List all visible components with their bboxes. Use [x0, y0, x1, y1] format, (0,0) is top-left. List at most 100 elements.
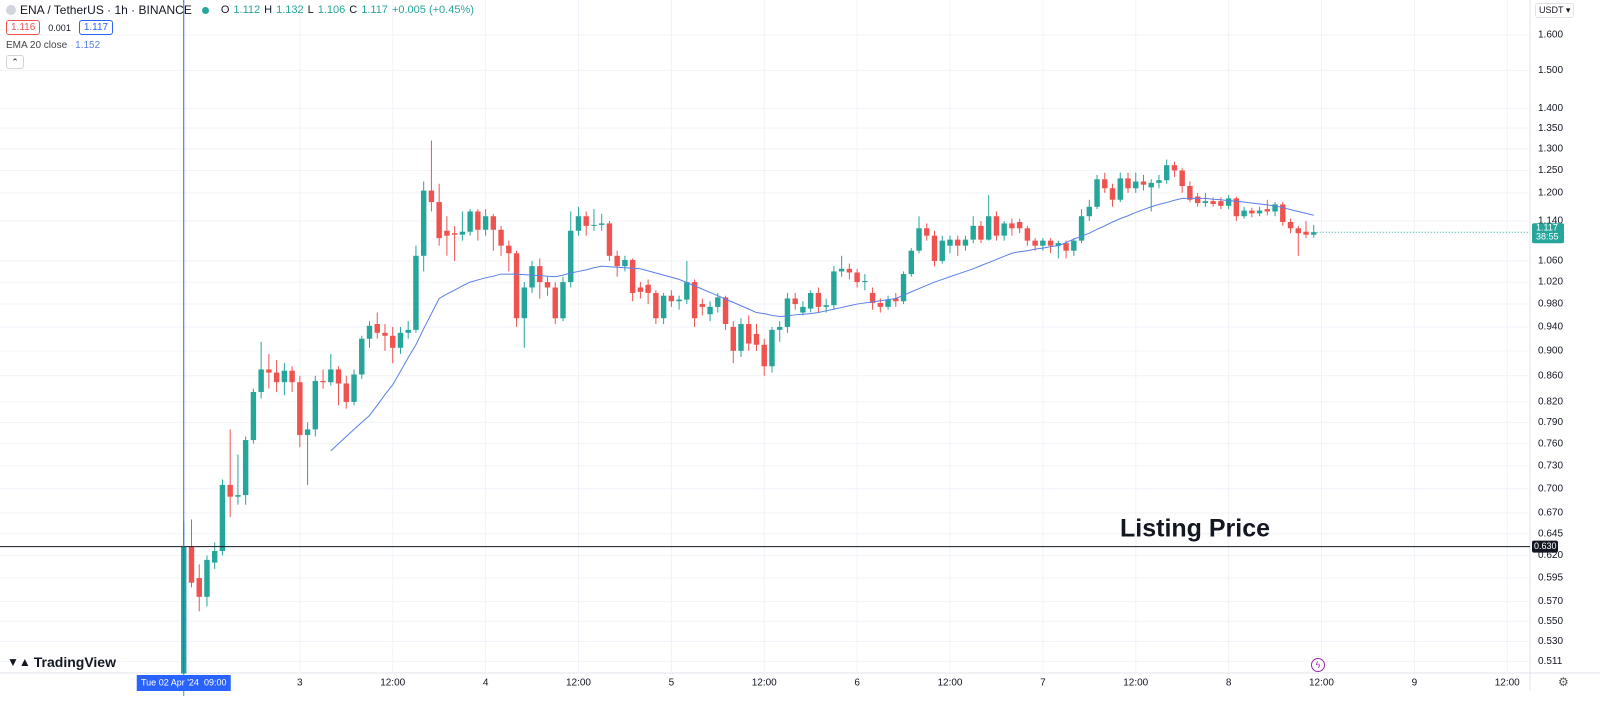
- candle-body: [591, 224, 597, 226]
- candle-body: [993, 216, 1000, 236]
- candle-body: [196, 578, 202, 597]
- candle-body: [939, 240, 945, 261]
- ask[interactable]: 1.117: [78, 20, 114, 35]
- bid[interactable]: 1.116: [6, 20, 41, 35]
- candle-body: [1241, 210, 1247, 217]
- c-value: 1.117: [361, 4, 388, 16]
- candle-body: [1218, 201, 1224, 206]
- y-tick-label: 1.400: [1538, 103, 1563, 114]
- candle-body: [529, 266, 535, 288]
- candle-body: [560, 282, 566, 319]
- ema-legend: EMA 20 close 1.152: [6, 40, 100, 51]
- candle-body: [1102, 179, 1108, 189]
- candle-body: [467, 211, 473, 232]
- candle-body: [893, 298, 899, 302]
- event-icon[interactable]: ϟ: [1311, 658, 1325, 672]
- y-tick-label: 0.860: [1538, 370, 1563, 381]
- candle-body: [753, 333, 760, 345]
- y-tick-label: 0.820: [1538, 397, 1563, 408]
- candle-body: [877, 302, 884, 307]
- x-tick-label: 12:00: [566, 678, 591, 689]
- candle-body: [1109, 188, 1116, 200]
- candle-body: [568, 230, 574, 283]
- x-tick-label: 8: [1226, 678, 1232, 689]
- y-tick-label: 1.020: [1538, 277, 1563, 288]
- candle-body: [1179, 170, 1185, 187]
- candle-body: [869, 292, 876, 303]
- candle-body: [1287, 221, 1294, 229]
- candle-body: [622, 259, 628, 267]
- candle-body: [1194, 196, 1201, 204]
- candle-body: [800, 306, 806, 313]
- candle-body: [537, 266, 543, 283]
- x-tick-label: 4: [483, 678, 489, 689]
- candle-body: [606, 223, 613, 256]
- candle-body: [885, 299, 891, 307]
- x-tick-label: 6: [854, 678, 860, 689]
- candle-body: [281, 370, 288, 383]
- candle-body: [475, 211, 481, 230]
- y-tick-label: 1.200: [1538, 187, 1563, 198]
- candle-body: [637, 287, 644, 292]
- candle-body: [1202, 201, 1209, 204]
- candle-body: [428, 190, 435, 203]
- candle-body: [1094, 179, 1100, 207]
- candle-body: [1264, 209, 1271, 212]
- candle-body: [660, 295, 667, 319]
- candle-body: [405, 329, 411, 333]
- y-tick-label: 0.790: [1538, 417, 1563, 428]
- candle-body: [444, 230, 450, 236]
- y-tick-label: 0.620: [1538, 550, 1563, 561]
- currency-button[interactable]: USDT ▾: [1535, 3, 1575, 18]
- collapse-button[interactable]: ⌃: [6, 55, 24, 69]
- candle-body: [746, 324, 752, 344]
- candle-body: [420, 190, 427, 256]
- candle-body: [413, 255, 419, 330]
- candle-body: [1117, 178, 1123, 200]
- y-tick-label: 0.900: [1538, 345, 1563, 356]
- candle-body: [908, 250, 914, 275]
- candle-body: [1125, 178, 1131, 189]
- candle-body: [699, 304, 706, 307]
- candle-body: [297, 382, 303, 436]
- candle-body: [1311, 232, 1317, 235]
- y-tick-label: 0.940: [1538, 322, 1563, 333]
- candle-body: [738, 324, 744, 351]
- last-price-box: [1532, 223, 1564, 244]
- y-tick-label: 0.700: [1538, 483, 1563, 494]
- y-tick-label: 1.600: [1538, 30, 1563, 41]
- x-tick-label: 9: [1412, 678, 1418, 689]
- settings-icon[interactable]: ⚙: [1558, 675, 1569, 689]
- candle-body: [761, 344, 767, 367]
- symbol[interactable]: ENA / TetherUS · 1h · BINANCE: [20, 3, 192, 17]
- candle-body: [1071, 240, 1077, 251]
- y-tick-label: 0.530: [1538, 636, 1563, 647]
- candle-body: [1024, 228, 1031, 241]
- candle-body: [962, 239, 969, 246]
- candle-body: [506, 245, 512, 254]
- candle-body: [273, 372, 280, 383]
- candle-body: [1187, 186, 1193, 200]
- candle-body: [366, 325, 373, 339]
- brand: TradingView: [33, 654, 116, 670]
- l-value: 1.106: [317, 4, 346, 16]
- candle-body: [1078, 216, 1085, 241]
- y-tick-label: 1.140: [1538, 216, 1563, 227]
- y-tick-label: 0.760: [1538, 438, 1563, 449]
- candle-body: [1133, 181, 1139, 189]
- o-value: 1.112: [233, 4, 261, 16]
- candle-body: [1086, 206, 1093, 217]
- candle-body: [931, 235, 938, 261]
- listing-price-label: 0.630: [1534, 541, 1557, 551]
- y-tick-label: 1.350: [1538, 123, 1563, 134]
- candle-body: [204, 559, 210, 597]
- candle-body: [1063, 243, 1069, 251]
- candle-body: [1210, 201, 1216, 204]
- candle-body: [769, 329, 775, 367]
- crosshair-box: [136, 675, 231, 691]
- candle-body: [482, 216, 489, 230]
- y-tick-label: 0.670: [1538, 507, 1563, 518]
- candle-body: [1009, 223, 1015, 229]
- brand-logo[interactable]: ▼▲ TradingView: [7, 654, 116, 670]
- candle-body: [1055, 243, 1062, 246]
